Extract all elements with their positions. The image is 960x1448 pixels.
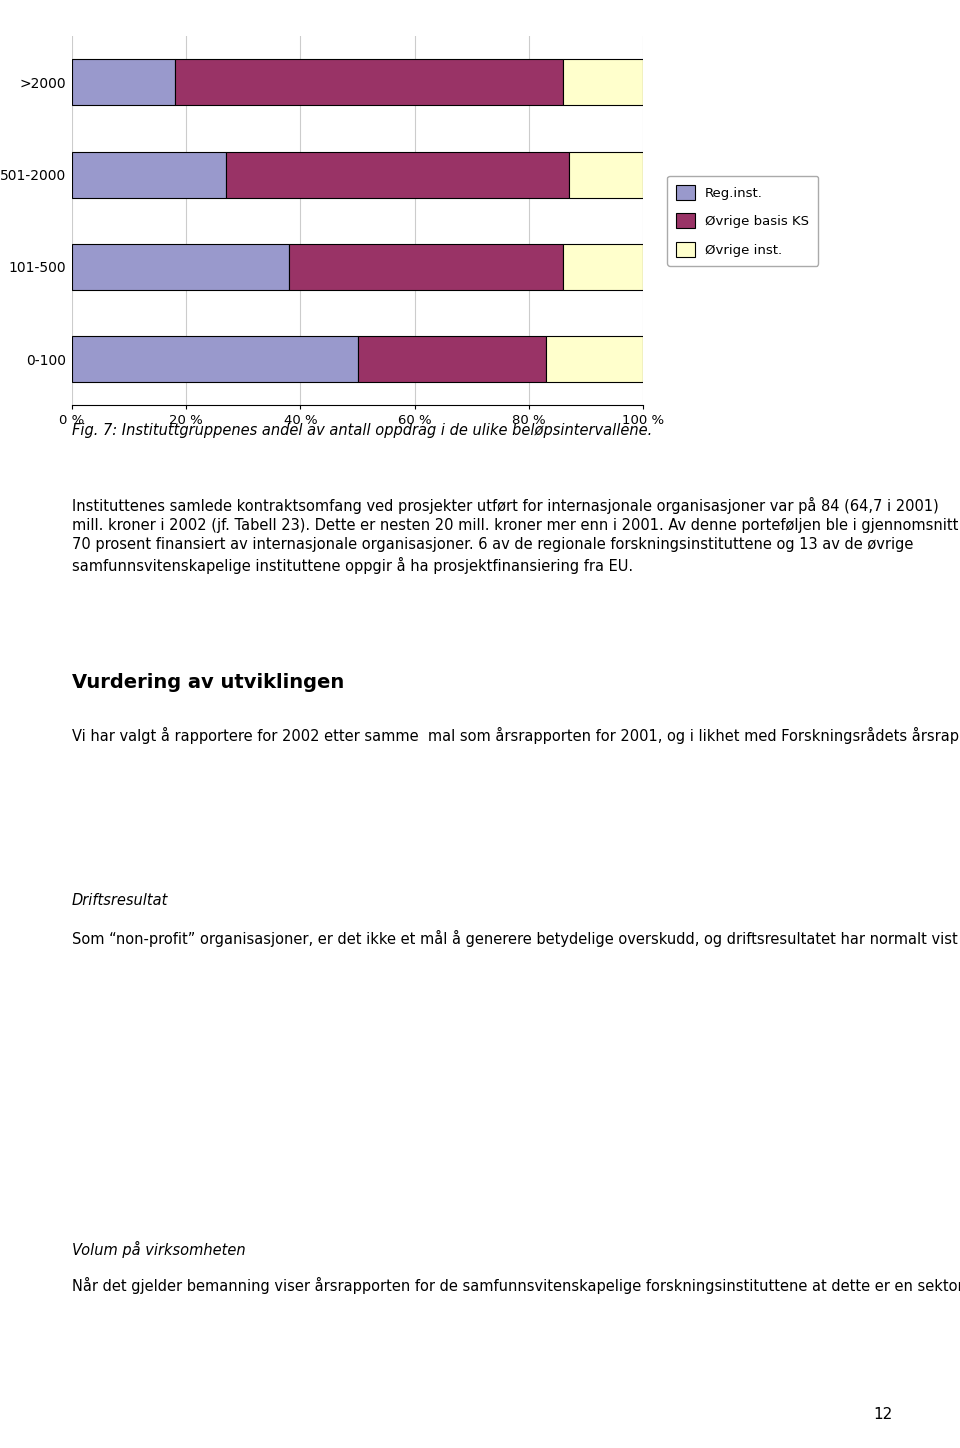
Text: Instituttenes samlede kontraktsomfang ved prosjekter utført for internasjonale o: Instituttenes samlede kontraktsomfang ve…: [72, 497, 958, 573]
Text: Volum på virksomheten: Volum på virksomheten: [72, 1241, 246, 1258]
Bar: [564, 243, 643, 290]
Text: Fig. 7: Instituttgruppenes andel av antall oppdrag i de ulike beløpsintervallene: Fig. 7: Instituttgruppenes andel av anta…: [72, 423, 652, 437]
Bar: [564, 59, 643, 106]
Legend: Reg.inst., Øvrige basis KS, Øvrige inst.: Reg.inst., Øvrige basis KS, Øvrige inst.: [667, 175, 819, 266]
Bar: [569, 152, 643, 198]
Bar: [546, 336, 643, 382]
Bar: [72, 152, 227, 198]
Text: Som “non-profit” organisasjoner, er det ikke et mål å generere betydelige oversk: Som “non-profit” organisasjoner, er det …: [72, 930, 960, 947]
Bar: [357, 336, 546, 382]
Text: Driftsresultat: Driftsresultat: [72, 893, 168, 908]
Bar: [227, 152, 569, 198]
Bar: [289, 243, 564, 290]
Text: Vurdering av utviklingen: Vurdering av utviklingen: [72, 673, 345, 692]
Bar: [72, 59, 175, 106]
Bar: [72, 243, 289, 290]
Text: 12: 12: [874, 1407, 893, 1422]
Text: Når det gjelder bemanning viser årsrapporten for de samfunnsvitenskapelige forsk: Når det gjelder bemanning viser årsrappo…: [72, 1277, 960, 1295]
Text: Vi har valgt å rapportere for 2002 etter samme  mal som årsrapporten for 2001, o: Vi har valgt å rapportere for 2002 etter…: [72, 727, 960, 744]
Bar: [175, 59, 564, 106]
Bar: [72, 336, 357, 382]
